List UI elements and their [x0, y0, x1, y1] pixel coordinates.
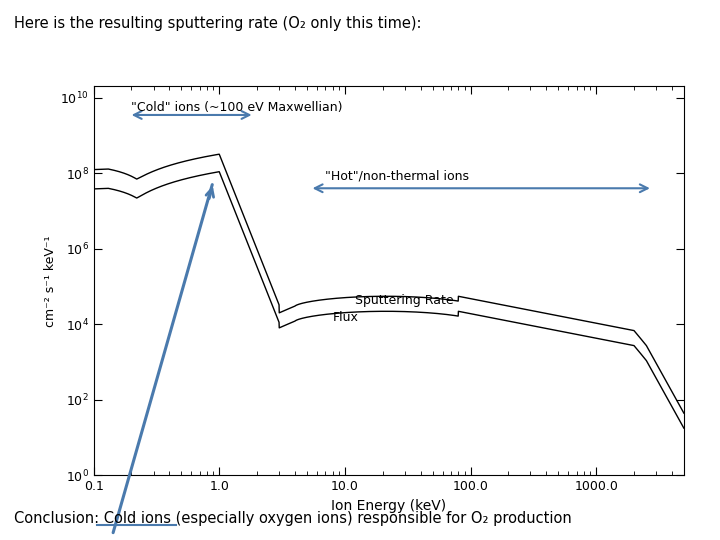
Text: "Hot"/non-thermal ions: "Hot"/non-thermal ions — [325, 169, 469, 182]
Text: Sputtering Rate: Sputtering Rate — [355, 294, 454, 307]
Y-axis label: cm⁻² s⁻¹ keV⁻¹: cm⁻² s⁻¹ keV⁻¹ — [45, 235, 58, 327]
Text: Flux: Flux — [333, 311, 359, 324]
X-axis label: Ion Energy (keV): Ion Energy (keV) — [331, 498, 446, 512]
Text: Here is the resulting sputtering rate (O₂ only this time):: Here is the resulting sputtering rate (O… — [14, 16, 422, 31]
Text: Conclusion: Cold ions (especially oxygen ions) responsible for O₂ production: Conclusion: Cold ions (especially oxygen… — [14, 511, 572, 526]
Text: "Cold" ions (~100 eV Maxwellian): "Cold" ions (~100 eV Maxwellian) — [132, 101, 343, 114]
